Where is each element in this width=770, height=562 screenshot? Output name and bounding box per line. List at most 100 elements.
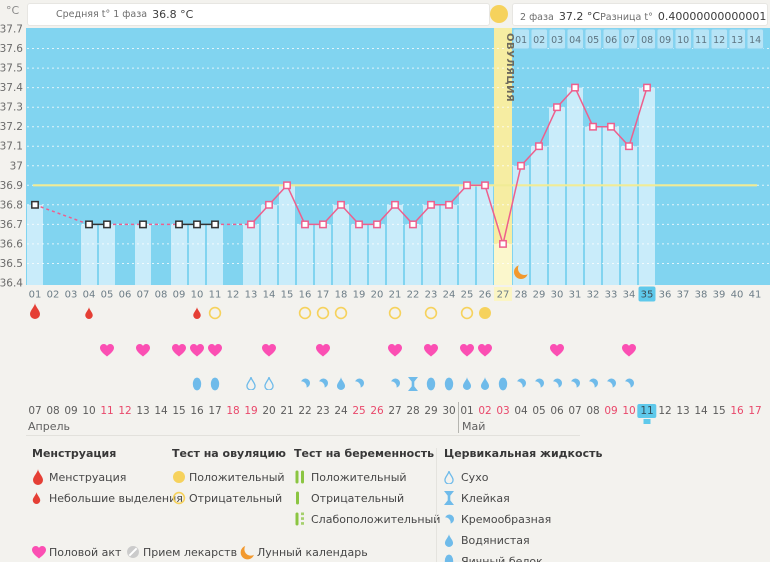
day-number[interactable]: 03 xyxy=(65,290,78,301)
day-column[interactable] xyxy=(207,224,223,285)
date-cell[interactable]: 14 xyxy=(694,405,708,417)
date-cell[interactable]: 25 xyxy=(352,405,366,417)
day-column[interactable] xyxy=(135,224,151,285)
day-column[interactable] xyxy=(585,126,601,285)
temp-point[interactable] xyxy=(211,220,219,229)
date-cell[interactable]: 26 xyxy=(370,405,384,417)
date-cell[interactable]: 18 xyxy=(226,405,240,417)
temp-point[interactable] xyxy=(409,220,417,229)
temp-point[interactable] xyxy=(481,181,489,190)
day-number[interactable]: 25 xyxy=(461,290,474,301)
day-number[interactable]: 07 xyxy=(137,290,150,301)
day-number[interactable]: 10 xyxy=(191,290,204,301)
day-column[interactable] xyxy=(81,224,97,285)
date-cell-today[interactable]: 11 xyxy=(637,404,657,418)
temp-point[interactable] xyxy=(571,83,579,92)
temp-point[interactable] xyxy=(625,142,633,151)
day-number[interactable]: 02 xyxy=(47,290,60,301)
temp-point[interactable] xyxy=(643,83,651,92)
day-number[interactable]: 32 xyxy=(587,290,600,301)
date-cell[interactable]: 06 xyxy=(550,405,564,417)
day-column[interactable] xyxy=(171,224,187,285)
day-column[interactable] xyxy=(279,185,295,285)
date-cell[interactable]: 28 xyxy=(406,405,420,417)
date-cell[interactable]: 21 xyxy=(280,405,294,417)
temp-point[interactable] xyxy=(31,200,39,209)
day-number[interactable]: 39 xyxy=(713,290,726,301)
date-cell[interactable]: 30 xyxy=(442,405,456,417)
day-column[interactable] xyxy=(261,204,277,285)
day-number[interactable]: 14 xyxy=(263,290,276,301)
date-cell[interactable]: 14 xyxy=(154,405,168,417)
date-cell[interactable]: 23 xyxy=(316,405,330,417)
day-column[interactable] xyxy=(405,224,421,285)
day-number[interactable]: 06 xyxy=(119,290,132,301)
day-number[interactable]: 30 xyxy=(551,290,564,301)
date-cell[interactable]: 10 xyxy=(622,405,636,417)
date-cell[interactable]: 17 xyxy=(748,405,762,417)
day-column[interactable] xyxy=(369,224,385,285)
day-column[interactable] xyxy=(603,126,619,285)
day-number[interactable]: 20 xyxy=(371,290,384,301)
date-cell[interactable]: 09 xyxy=(604,405,618,417)
day-number[interactable]: 40 xyxy=(731,290,744,301)
day-number[interactable]: 37 xyxy=(677,290,690,301)
temp-point[interactable] xyxy=(247,220,255,229)
temp-point[interactable] xyxy=(265,200,273,209)
day-number[interactable]: 05 xyxy=(101,290,114,301)
day-column[interactable] xyxy=(441,204,457,285)
day-number[interactable]: 24 xyxy=(443,290,456,301)
date-cell[interactable]: 05 xyxy=(532,405,546,417)
temp-point[interactable] xyxy=(301,220,309,229)
day-column[interactable] xyxy=(513,165,529,285)
day-number[interactable]: 34 xyxy=(623,290,636,301)
date-cell[interactable]: 08 xyxy=(46,405,60,417)
temp-point[interactable] xyxy=(355,220,363,229)
day-column[interactable] xyxy=(423,204,439,285)
temp-point[interactable] xyxy=(553,103,561,112)
day-number[interactable]: 13 xyxy=(245,290,258,301)
date-cell[interactable]: 10 xyxy=(82,405,96,417)
date-cell[interactable]: 07 xyxy=(28,405,42,417)
temp-point[interactable] xyxy=(193,220,201,229)
day-number[interactable]: 21 xyxy=(389,290,402,301)
date-cell[interactable]: 11 xyxy=(100,405,114,417)
day-number[interactable]: 08 xyxy=(155,290,168,301)
date-cell[interactable]: 01 xyxy=(460,405,474,417)
date-cell[interactable]: 15 xyxy=(712,405,726,417)
day-column[interactable] xyxy=(333,204,349,285)
day-number[interactable]: 38 xyxy=(695,290,708,301)
date-cell[interactable]: 19 xyxy=(244,405,258,417)
day-number[interactable]: 35 xyxy=(641,290,654,301)
day-number[interactable]: 36 xyxy=(659,290,672,301)
temp-point[interactable] xyxy=(103,220,111,229)
day-number[interactable]: 12 xyxy=(227,290,240,301)
date-cell[interactable]: 09 xyxy=(64,405,78,417)
day-number[interactable]: 28 xyxy=(515,290,528,301)
day-number[interactable]: 23 xyxy=(425,290,438,301)
day-number[interactable]: 33 xyxy=(605,290,618,301)
day-column[interactable] xyxy=(477,185,493,285)
day-column[interactable] xyxy=(621,146,637,285)
day-number[interactable]: 04 xyxy=(83,290,96,301)
date-cell[interactable]: 12 xyxy=(658,405,672,417)
date-cell[interactable]: 16 xyxy=(730,405,744,417)
day-number[interactable]: 29 xyxy=(533,290,546,301)
date-cell[interactable]: 13 xyxy=(676,405,690,417)
temp-point[interactable] xyxy=(535,142,543,151)
date-cell[interactable]: 07 xyxy=(568,405,582,417)
temp-point[interactable] xyxy=(85,220,93,229)
temp-point[interactable] xyxy=(391,200,399,209)
temp-point[interactable] xyxy=(283,181,291,190)
temp-point[interactable] xyxy=(319,220,327,229)
temp-point[interactable] xyxy=(373,220,381,229)
temp-point[interactable] xyxy=(517,161,525,170)
day-column[interactable] xyxy=(99,224,115,285)
day-number[interactable]: 19 xyxy=(353,290,366,301)
temp-point[interactable] xyxy=(139,220,147,229)
day-column[interactable] xyxy=(387,204,403,285)
date-cell[interactable]: 13 xyxy=(136,405,150,417)
day-number[interactable]: 31 xyxy=(569,290,582,301)
day-number[interactable]: 18 xyxy=(335,290,348,301)
day-column[interactable] xyxy=(315,224,331,285)
